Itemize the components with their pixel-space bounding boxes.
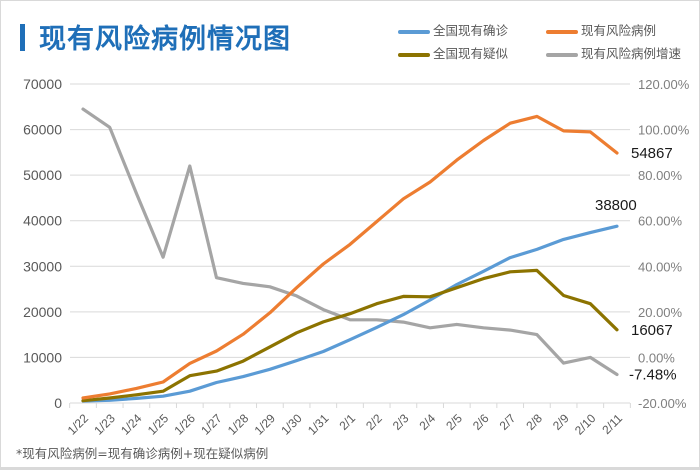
left-axis-ticks: 0 10000 20000 30000 40000 50000 60000 70000 [23,76,62,411]
left-tick-label: 50000 [23,167,62,183]
chart-title-text: 现有风险病例情况图 [39,24,291,55]
right-tick-label: 120.00% [638,77,690,92]
legend-item-confirmed: 全国现有确诊 [398,20,508,39]
end-value-label: 54867 [631,145,673,162]
x-tick-label: 2/11 [599,411,625,437]
x-tick-label: 1/26 [172,411,199,438]
series-line-3 [81,107,619,377]
left-tick-label: 30000 [23,258,62,274]
right-tick-label: 20.00% [638,305,683,320]
legend-label: 现有风险病例 [581,23,657,38]
legend-label: 全国现有确诊 [433,23,509,38]
right-tick-label: 0.00% [638,350,675,365]
x-tick-label: 1/31 [305,411,332,438]
legend-swatch-confirmed [398,29,430,34]
x-axis: 1/22 1/23 1/24 1/25 1/26 1/27 1/28 1/29 1/30 1/31… [65,402,631,438]
x-tick-label: 1/22 [65,411,92,438]
right-tick-label: 80.00% [638,168,683,183]
right-tick-label: -20.00% [638,396,687,411]
left-tick-label: 60000 [23,122,62,138]
footnote: *现有风险病例=现有确诊病例+现在疑似病例 [16,446,269,461]
end-labels: 38800 54867 16067 -7.48% [595,145,677,384]
x-tick-label: 1/30 [278,411,305,438]
x-tick-label: 1/27 [198,411,225,438]
legend-item-suspected: 全国现有疑似 [398,43,508,62]
legend-swatch-risk [546,29,578,34]
series-lines [81,107,619,403]
left-tick-label: 0 [54,395,62,411]
legend-item-risk: 现有风险病例 [546,20,656,39]
right-axis-ticks: -20.00% 0.00% 20.00% 40.00% 60.00% 80.00% 100.… [638,77,690,411]
end-value-label: 38800 [595,197,637,214]
x-tick-label: 1/24 [118,411,145,438]
right-tick-label: 100.00% [638,123,690,138]
gridlines [70,83,630,358]
left-tick-label: 20000 [23,304,62,320]
end-value-label: 16067 [631,322,673,339]
x-tick-label: 2/6 [470,411,492,433]
x-tick-label: 2/4 [417,411,439,433]
x-tick-label: 2/9 [550,411,572,433]
left-tick-label: 40000 [23,213,62,229]
legend-item-growth: 现有风险病例增速 [546,43,681,62]
x-tick-label: 2/7 [497,411,519,433]
left-tick-label: 70000 [23,76,62,92]
series-line-1 [81,114,619,400]
series-line-2 [81,268,619,403]
x-tick-label: 2/1 [336,411,358,433]
right-tick-label: 60.00% [638,214,683,229]
series-line-0 [81,224,619,403]
right-tick-label: 40.00% [638,259,683,274]
x-tick-label: 1/25 [145,411,172,438]
end-value-label: -7.48% [629,366,677,383]
x-tick-label: 2/3 [390,411,412,433]
x-tick-label: 2/5 [443,411,465,433]
x-tick-label: 1/23 [91,411,118,438]
legend-swatch-growth [546,52,578,57]
title-accent-bar [20,24,25,51]
left-tick-label: 10000 [23,349,62,365]
x-tick-label: 2/10 [572,411,599,438]
x-tick-label: 2/8 [523,411,545,433]
x-tick-label: 2/2 [363,411,385,433]
x-tick-label: 1/28 [225,411,252,438]
legend-swatch-suspected [398,52,430,57]
legend-label: 全国现有疑似 [433,46,509,61]
chart-title: 现有风险病例情况图 [20,17,291,56]
x-tick-label: 1/29 [252,411,279,438]
legend-label: 现有风险病例增速 [581,46,682,61]
